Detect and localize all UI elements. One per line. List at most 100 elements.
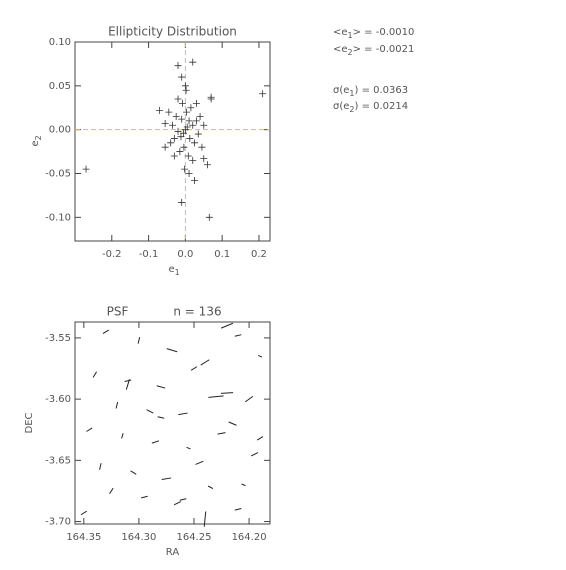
point: [177, 133, 185, 141]
whisker: [137, 336, 141, 344]
x-tick-label: -0.2: [102, 249, 122, 260]
plot-frame: [74, 41, 271, 242]
point: [174, 127, 182, 135]
x-tick-label: 0.2: [251, 249, 267, 260]
stat-line-sub: 2: [349, 105, 354, 114]
chart-subtitle: n = 136: [173, 305, 221, 319]
point: [161, 143, 169, 151]
point: [165, 108, 173, 116]
stat-line: <e1> = -0.0010: [333, 27, 414, 40]
point: [174, 62, 182, 70]
stat-line-sub: 1: [348, 31, 353, 40]
whisker: [86, 427, 93, 432]
y-axis-label: e2: [30, 135, 43, 146]
point: [178, 99, 186, 107]
point: [191, 139, 199, 147]
whisker: [109, 487, 114, 495]
whisker: [234, 334, 242, 337]
whisker: [228, 421, 237, 426]
point: [180, 143, 188, 151]
stat-line: <e2> = -0.0021: [333, 44, 414, 57]
y-tick-label: 0.05: [49, 81, 71, 92]
point: [198, 143, 206, 151]
stat-line: σ(e2) = 0.0214: [333, 101, 408, 114]
point: [185, 169, 193, 177]
whisker: [250, 452, 259, 457]
stat-line-part: ) = 0.0214: [355, 101, 409, 112]
x-tick-label: 164.25: [176, 532, 211, 543]
whisker: [190, 366, 198, 371]
stat-line-part: ) = 0.0363: [355, 85, 409, 96]
whisker: [173, 501, 182, 506]
x-tick-label: 0.0: [177, 249, 193, 260]
point: [189, 121, 197, 129]
whisker: [151, 440, 160, 444]
point: [161, 120, 169, 128]
point: [184, 152, 192, 160]
y-axis-label-part: e: [30, 140, 41, 146]
point: [178, 73, 186, 81]
stat-line-part: <e: [333, 44, 348, 55]
x-axis-label-sub: 1: [175, 268, 180, 277]
point: [174, 95, 182, 103]
chart-title: Ellipticity Distribution: [108, 25, 237, 39]
point: [183, 123, 191, 131]
y-tick-label: 0.00: [49, 125, 71, 136]
whisker: [125, 379, 130, 390]
whisker: [186, 446, 191, 450]
stat-line-sub: 1: [349, 89, 354, 98]
whisker: [234, 508, 242, 511]
point: [182, 86, 190, 94]
y-tick-label: 0.10: [49, 37, 71, 48]
whisker: [141, 495, 148, 499]
whisker: [121, 433, 124, 439]
point: [203, 161, 211, 169]
stat-line-part: > = -0.0010: [353, 27, 415, 38]
y-axis-label: DEC: [24, 412, 35, 433]
x-axis-label: e1: [169, 264, 180, 277]
point: [178, 198, 186, 206]
whisker: [203, 511, 207, 527]
point: [167, 139, 175, 147]
stat-line-part: > = -0.0021: [353, 44, 415, 55]
plot-frame: [74, 321, 271, 525]
point: [156, 106, 164, 114]
chart-title: PSF: [107, 305, 129, 319]
x-tick-label: 164.20: [232, 532, 267, 543]
whisker: [179, 498, 187, 501]
point: [182, 108, 190, 116]
y-axis-label-sub: 2: [34, 135, 43, 140]
point: [196, 113, 204, 121]
x-axis-label: RA: [166, 547, 180, 558]
whisker: [244, 395, 254, 403]
whisker: [102, 329, 109, 334]
y-tick-label: -3.70: [45, 517, 71, 528]
point: [205, 213, 213, 221]
whisker: [157, 416, 165, 419]
whisker: [178, 412, 188, 416]
whisker: [161, 477, 172, 480]
whisker: [241, 483, 246, 487]
point: [169, 121, 176, 129]
point: [170, 152, 178, 160]
y-tick-label: -3.65: [45, 455, 71, 466]
whisker: [130, 470, 137, 475]
whisker: [99, 463, 102, 470]
whisker: [195, 460, 204, 465]
point: [82, 165, 90, 173]
whisker: [207, 485, 214, 489]
whisker: [115, 401, 119, 409]
point: [187, 104, 195, 112]
x-tick-label: 164.30: [121, 532, 156, 543]
point: [192, 117, 200, 125]
point: [172, 113, 180, 121]
point: [189, 156, 197, 164]
whisker: [200, 359, 210, 366]
point: [176, 148, 184, 156]
point: [207, 95, 215, 103]
whisker: [92, 371, 98, 378]
whisker: [256, 436, 264, 441]
stat-line-part: σ(e: [333, 85, 349, 96]
